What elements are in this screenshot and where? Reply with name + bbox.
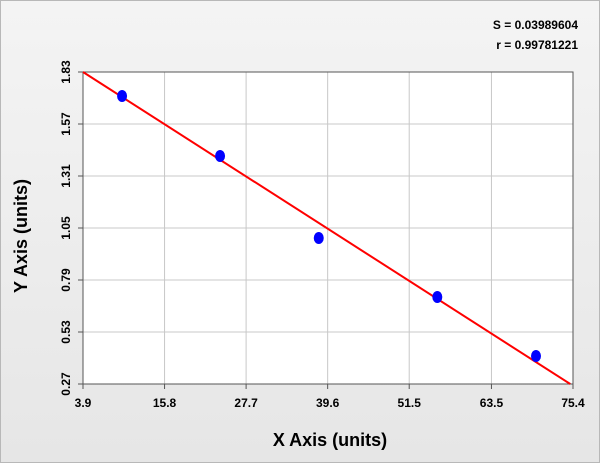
data-point: [215, 150, 226, 162]
fit-line: [82, 71, 571, 385]
y-tick-label: 1.05: [59, 216, 73, 240]
y-tick-label: 1.31: [59, 164, 73, 188]
x-tick-label: 51.5: [398, 396, 422, 410]
data-point: [530, 350, 541, 362]
data-point: [117, 90, 128, 102]
annotation: S = 0.03989604: [493, 18, 578, 32]
y-tick-label: 0.53: [59, 320, 73, 344]
y-tick-label: 0.27: [59, 372, 73, 396]
x-tick-label: 27.7: [234, 396, 258, 410]
x-tick-label: 3.9: [75, 396, 92, 410]
x-tick-label: 15.8: [153, 396, 177, 410]
data-point: [432, 291, 443, 303]
y-tick-label: 1.57: [59, 112, 73, 136]
annotation: r = 0.99781221: [496, 38, 578, 52]
x-axis-title: X Axis (units): [273, 430, 387, 450]
x-tick-label: 63.5: [480, 396, 504, 410]
x-tick-label: 39.6: [316, 396, 340, 410]
data-point: [313, 232, 324, 244]
y-axis-title: Y Axis (units): [11, 179, 31, 293]
y-tick-label: 1.83: [59, 60, 73, 84]
x-tick-label: 75.4: [561, 396, 585, 410]
y-tick-label: 0.79: [59, 268, 73, 292]
